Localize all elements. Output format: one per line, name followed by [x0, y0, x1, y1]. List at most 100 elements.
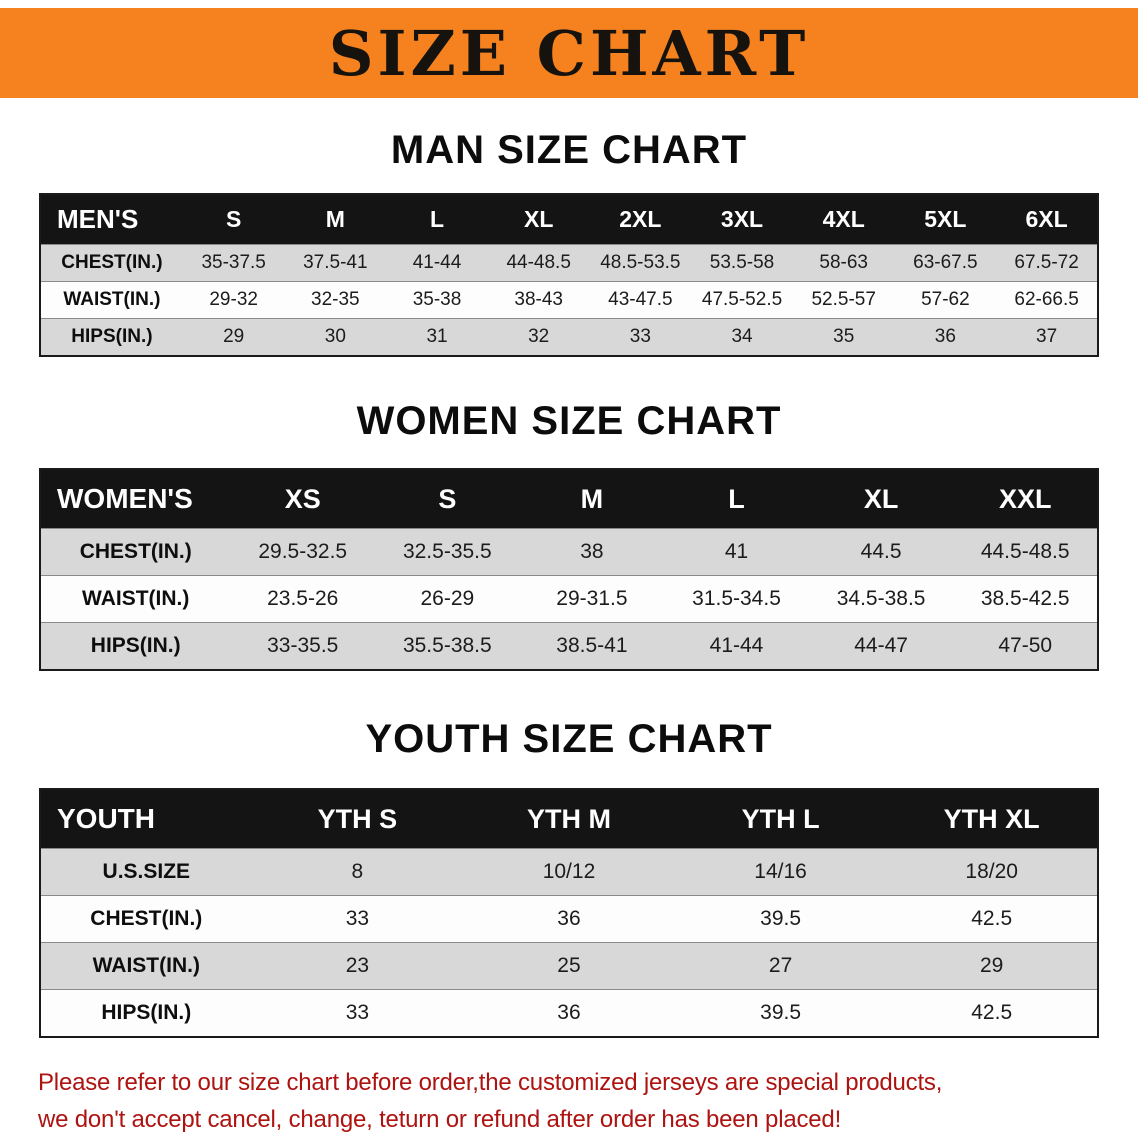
size-value: 35 — [792, 318, 895, 356]
size-value: 38 — [519, 528, 665, 576]
size-value: 62-66.5 — [996, 281, 1098, 319]
size-header-cell: XL — [487, 194, 590, 245]
size-header-cell: 6XL — [996, 194, 1098, 245]
size-value: 8 — [251, 848, 464, 896]
size-header-cell: 2XL — [589, 194, 692, 245]
size-value: 35-38 — [386, 281, 488, 319]
size-value: 57-62 — [894, 281, 997, 319]
youth-size-table: YOUTH YTH S YTH M YTH L YTH XL U.S.SIZE 8 10/12… — [39, 788, 1099, 1038]
size-value: 29-31.5 — [519, 575, 665, 623]
women-section-heading: WOMEN SIZE CHART — [356, 399, 782, 443]
size-header-cell: YTH M — [463, 789, 675, 849]
table-title-cell: MEN'S — [40, 194, 183, 245]
size-value: 47.5-52.5 — [691, 281, 793, 319]
size-value: 38.5-42.5 — [953, 575, 1098, 623]
size-value: 42.5 — [886, 895, 1098, 943]
measurement-row: U.S.SIZE 8 10/12 14/16 18/20 — [40, 848, 1098, 896]
size-value: 23 — [251, 942, 464, 990]
size-value: 44-48.5 — [487, 244, 590, 282]
order-notice: Please refer to our size chart before or… — [38, 1064, 1118, 1138]
size-value: 44-47 — [808, 622, 954, 670]
measurement-row: HIPS(IN.) 33-35.5 35.5-38.5 38.5-41 41-44 44-… — [40, 622, 1098, 670]
notice-line-1: Please refer to our size chart before or… — [38, 1069, 943, 1096]
size-header-cell: YTH L — [674, 789, 887, 849]
size-value: 35-37.5 — [182, 244, 285, 282]
size-value: 29.5-32.5 — [230, 528, 376, 576]
youth-section: YOUTH SIZE CHART YOUTH YTH S YTH M YTH L YTH… — [0, 717, 1138, 1038]
size-header-cell: L — [386, 194, 488, 245]
size-value: 18/20 — [886, 848, 1098, 896]
measurement-row: HIPS(IN.) 29 30 31 32 33 34 35 36 37 — [40, 318, 1098, 356]
size-value: 53.5-58 — [691, 244, 793, 282]
size-header-cell: S — [375, 469, 520, 529]
size-value: 67.5-72 — [996, 244, 1098, 282]
size-value: 36 — [463, 895, 675, 943]
size-value: 31.5-34.5 — [664, 575, 809, 623]
size-header-cell: XL — [808, 469, 954, 529]
size-value: 38-43 — [487, 281, 590, 319]
measurement-label: WAIST(IN.) — [40, 575, 231, 623]
size-value: 41 — [664, 528, 809, 576]
size-value: 30 — [284, 318, 387, 356]
size-value: 36 — [463, 989, 675, 1037]
size-value: 39.5 — [674, 989, 887, 1037]
size-value: 33 — [251, 989, 464, 1037]
men-section: MAN SIZE CHART MEN'S S M L XL 2XL 3XL 4XL 5XL 6XL… — [0, 128, 1138, 357]
measurement-label: HIPS(IN.) — [40, 989, 252, 1037]
size-value: 32 — [487, 318, 590, 356]
measurement-row: CHEST(IN.) 33 36 39.5 42.5 — [40, 895, 1098, 943]
size-value: 47-50 — [953, 622, 1098, 670]
size-header-cell: YTH S — [251, 789, 464, 849]
size-header-cell: M — [519, 469, 665, 529]
size-header-cell: XS — [230, 469, 376, 529]
table-header-row: WOMEN'S XS S M L XL XXL — [40, 469, 1098, 529]
size-value: 33 — [251, 895, 464, 943]
size-value: 29-32 — [182, 281, 285, 319]
size-value: 52.5-57 — [792, 281, 895, 319]
size-header-cell: YTH XL — [886, 789, 1098, 849]
size-value: 44.5-48.5 — [953, 528, 1098, 576]
measurement-row: WAIST(IN.) 23 25 27 29 — [40, 942, 1098, 990]
size-value: 32.5-35.5 — [375, 528, 520, 576]
size-header-cell: 5XL — [894, 194, 997, 245]
measurement-row: CHEST(IN.) 35-37.5 37.5-41 41-44 44-48.5 48.5… — [40, 244, 1098, 282]
size-value: 29 — [182, 318, 285, 356]
size-chart-page: SIZE CHART MAN SIZE CHART MEN'S S M L XL 2XL 3… — [0, 8, 1138, 1140]
size-value: 34.5-38.5 — [808, 575, 954, 623]
size-value: 38.5-41 — [519, 622, 665, 670]
table-header-row: YOUTH YTH S YTH M YTH L YTH XL — [40, 789, 1098, 849]
measurement-row: WAIST(IN.) 23.5-26 26-29 29-31.5 31.5-34.5 34… — [40, 575, 1098, 623]
table-header-row: MEN'S S M L XL 2XL 3XL 4XL 5XL 6XL — [40, 194, 1098, 245]
size-value: 43-47.5 — [589, 281, 692, 319]
size-value: 33-35.5 — [230, 622, 376, 670]
size-value: 23.5-26 — [230, 575, 376, 623]
men-section-heading: MAN SIZE CHART — [390, 128, 748, 172]
measurement-row: WAIST(IN.) 29-32 32-35 35-38 38-43 43-47.5 47.… — [40, 281, 1098, 319]
size-value: 41-44 — [664, 622, 809, 670]
measurement-label: CHEST(IN.) — [40, 528, 231, 576]
size-header-cell: S — [182, 194, 285, 245]
size-value: 39.5 — [674, 895, 887, 943]
size-value: 10/12 — [463, 848, 675, 896]
size-value: 31 — [386, 318, 488, 356]
measurement-row: HIPS(IN.) 33 36 39.5 42.5 — [40, 989, 1098, 1037]
size-header-cell: XXL — [953, 469, 1098, 529]
notice-line-2: we don't accept cancel, change, teturn o… — [38, 1106, 842, 1134]
men-size-table: MEN'S S M L XL 2XL 3XL 4XL 5XL 6XL CHEST(IN.) 35-37… — [39, 193, 1099, 357]
size-header-cell: 3XL — [691, 194, 793, 245]
size-header-cell: M — [284, 194, 387, 245]
size-value: 63-67.5 — [894, 244, 997, 282]
page-title: SIZE CHART — [328, 16, 810, 90]
size-value: 26-29 — [375, 575, 520, 623]
table-title-cell: YOUTH — [40, 789, 252, 849]
women-size-table: WOMEN'S XS S M L XL XXL CHEST(IN.) 29.5-32.5 32.5… — [39, 468, 1099, 671]
size-value: 29 — [886, 942, 1098, 990]
size-value: 34 — [691, 318, 793, 356]
youth-section-heading: YOUTH SIZE CHART — [365, 717, 773, 761]
size-chart-banner: SIZE CHART — [0, 8, 1138, 98]
measurement-label: CHEST(IN.) — [40, 895, 252, 943]
size-value: 33 — [589, 318, 692, 356]
measurement-label: WAIST(IN.) — [40, 281, 183, 319]
size-value: 35.5-38.5 — [375, 622, 520, 670]
size-value: 41-44 — [386, 244, 488, 282]
